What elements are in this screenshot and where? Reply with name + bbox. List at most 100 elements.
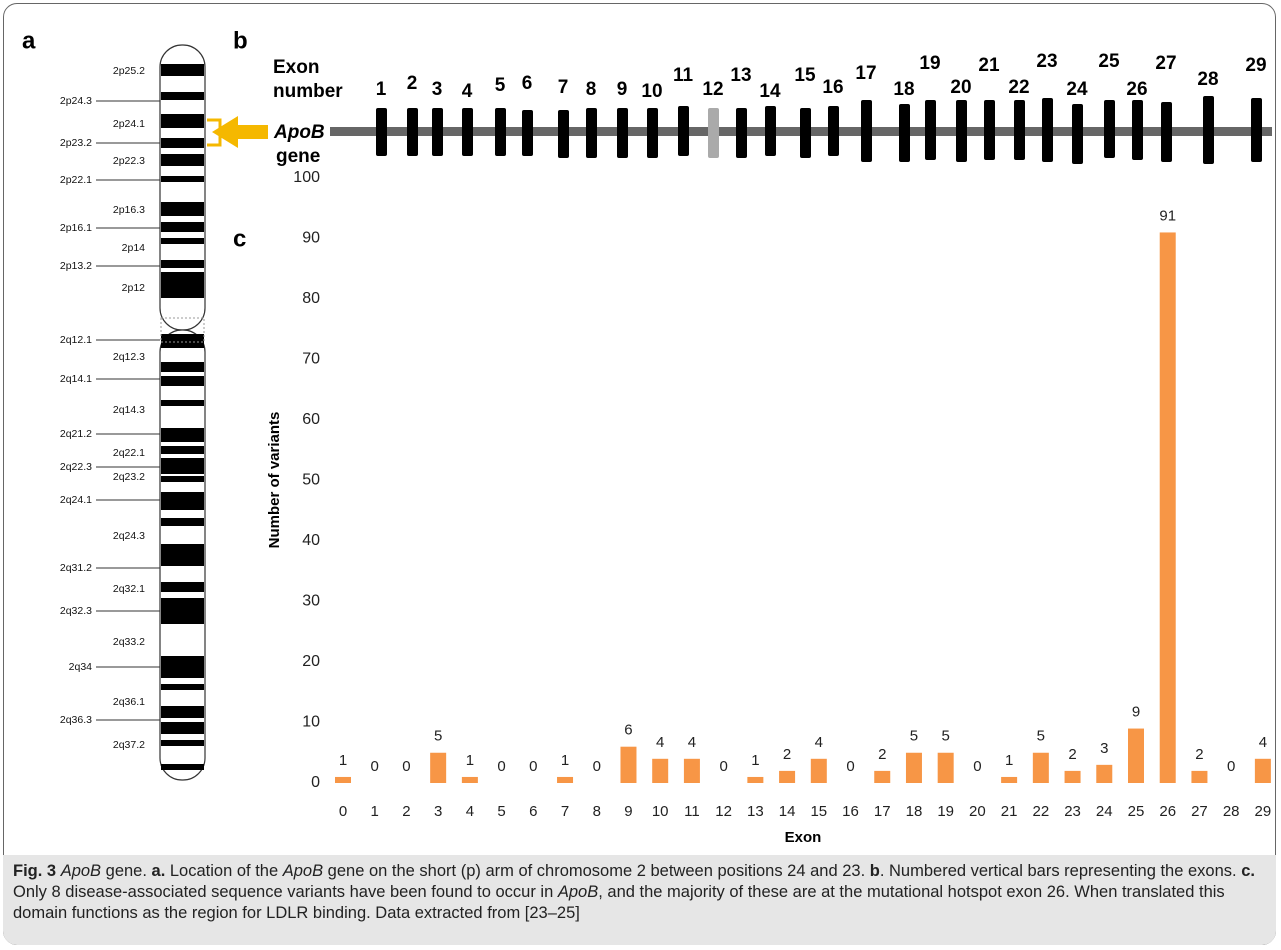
exon-number: 6: [522, 73, 533, 94]
band-label: 2q36.3: [60, 714, 92, 726]
x-tick-label: 27: [1191, 803, 1208, 820]
x-tick-label: 22: [1032, 803, 1049, 820]
value-label: 4: [1259, 734, 1267, 751]
x-tick-label: 11: [684, 803, 700, 820]
exon-bar: [586, 108, 597, 158]
chromosome-band: [161, 376, 204, 386]
caption-text: ApoB: [557, 883, 599, 901]
chromosome-band: [161, 492, 204, 510]
x-tick-label: 21: [1001, 803, 1018, 820]
x-tick-label: 9: [624, 803, 632, 820]
exon-bar: [1014, 100, 1025, 160]
x-tick-label: 18: [906, 803, 923, 820]
exon-number: 9: [617, 79, 628, 100]
exon-number: 25: [1098, 51, 1120, 72]
chromosome-band: [161, 740, 204, 746]
exon-bar: [678, 106, 689, 156]
x-tick-label: 29: [1255, 803, 1272, 820]
x-axis-title: Exon: [785, 829, 822, 846]
exon-bar: [376, 108, 387, 156]
band-label: 2q22.1: [113, 447, 145, 459]
band-label: 2p24.1: [113, 118, 145, 130]
band-label: 2q24.1: [60, 494, 92, 506]
band-label: 2q37.2: [113, 739, 145, 751]
bar: [1032, 752, 1049, 783]
caption-text: ApoB: [282, 862, 324, 880]
band-label: 2q22.3: [60, 461, 92, 473]
exon-bar: [1161, 102, 1172, 162]
exon-bar: [407, 108, 418, 156]
value-label: 0: [593, 758, 601, 775]
x-tick-label: 12: [715, 803, 732, 820]
x-tick-label: 10: [652, 803, 669, 820]
x-tick-label: 28: [1223, 803, 1240, 820]
band-label: 2q32.1: [113, 583, 145, 595]
exon-number: 19: [919, 53, 940, 74]
band-label: 2q24.3: [113, 530, 145, 542]
chromosome-band: [161, 334, 204, 348]
bar: [779, 770, 796, 783]
exon-number: 8: [586, 79, 597, 100]
value-label: 1: [339, 752, 347, 769]
exon-bar: [899, 104, 910, 162]
value-label: 4: [688, 734, 696, 751]
value-label: 2: [1068, 746, 1076, 763]
value-label: 91: [1159, 207, 1176, 224]
value-label: 4: [656, 734, 664, 751]
chromosome-band: [161, 518, 204, 526]
band-label: 2q33.2: [113, 636, 145, 648]
value-label: 5: [1037, 728, 1045, 745]
gene-label: gene: [276, 146, 320, 167]
exon-number: 16: [822, 77, 843, 98]
value-label: 3: [1100, 740, 1108, 757]
exon-number: 4: [462, 81, 473, 102]
bar: [1128, 728, 1144, 783]
bar: [1159, 232, 1176, 783]
caption-text: ApoB: [60, 862, 102, 880]
bar: [1191, 770, 1208, 783]
value-label: 5: [942, 728, 950, 745]
x-tick-label: 0: [339, 803, 347, 820]
exon-bar: [1072, 104, 1083, 164]
exon-bar: [956, 100, 967, 162]
chromosome-band: [161, 362, 204, 372]
value-label: 5: [434, 728, 442, 745]
value-label: 2: [783, 746, 791, 763]
band-label: 2q14.3: [113, 404, 145, 416]
x-tick-label: 5: [497, 803, 505, 820]
value-label: 4: [815, 734, 823, 751]
x-tick-label: 16: [842, 803, 859, 820]
figure: a b c Exon number ApoB gene Exon Number …: [22, 27, 1272, 846]
exon-number: 24: [1066, 79, 1088, 100]
band-label: 2p24.3: [60, 95, 92, 107]
chromosome-band: [161, 92, 204, 100]
caption-text: b: [869, 862, 880, 880]
chromosome-band: [161, 428, 204, 442]
chromosome-band: [161, 176, 204, 182]
x-tick-label: 26: [1159, 803, 1176, 820]
exon-bar: [1251, 98, 1262, 162]
x-tick-label: 7: [561, 803, 569, 820]
y-tick-label: 100: [293, 169, 320, 186]
x-tick-label: 13: [747, 803, 764, 820]
bar: [461, 776, 478, 783]
centromere: [160, 317, 205, 343]
bar: [1064, 770, 1081, 783]
chromosome-band: [161, 606, 204, 624]
chromosome-band: [161, 544, 204, 566]
bar: [1254, 758, 1271, 783]
caption-text: , and the majority of these are at the m…: [13, 883, 1225, 922]
exon-number: 14: [759, 81, 781, 102]
x-tick-label: 15: [810, 803, 827, 820]
band-label: 2q21.2: [60, 428, 92, 440]
y-tick-label: 20: [302, 653, 320, 670]
value-label: 0: [371, 758, 379, 775]
band-label: 2p16.3: [113, 204, 145, 216]
band-label: 2q31.2: [60, 562, 92, 574]
y-tick-label: 90: [302, 230, 320, 247]
exon-number: 12: [702, 79, 723, 100]
chromosome-band: [161, 582, 204, 592]
caption-text: gene on the short (p) arm of chromosome …: [323, 862, 870, 880]
chromosome-band: [161, 138, 204, 148]
